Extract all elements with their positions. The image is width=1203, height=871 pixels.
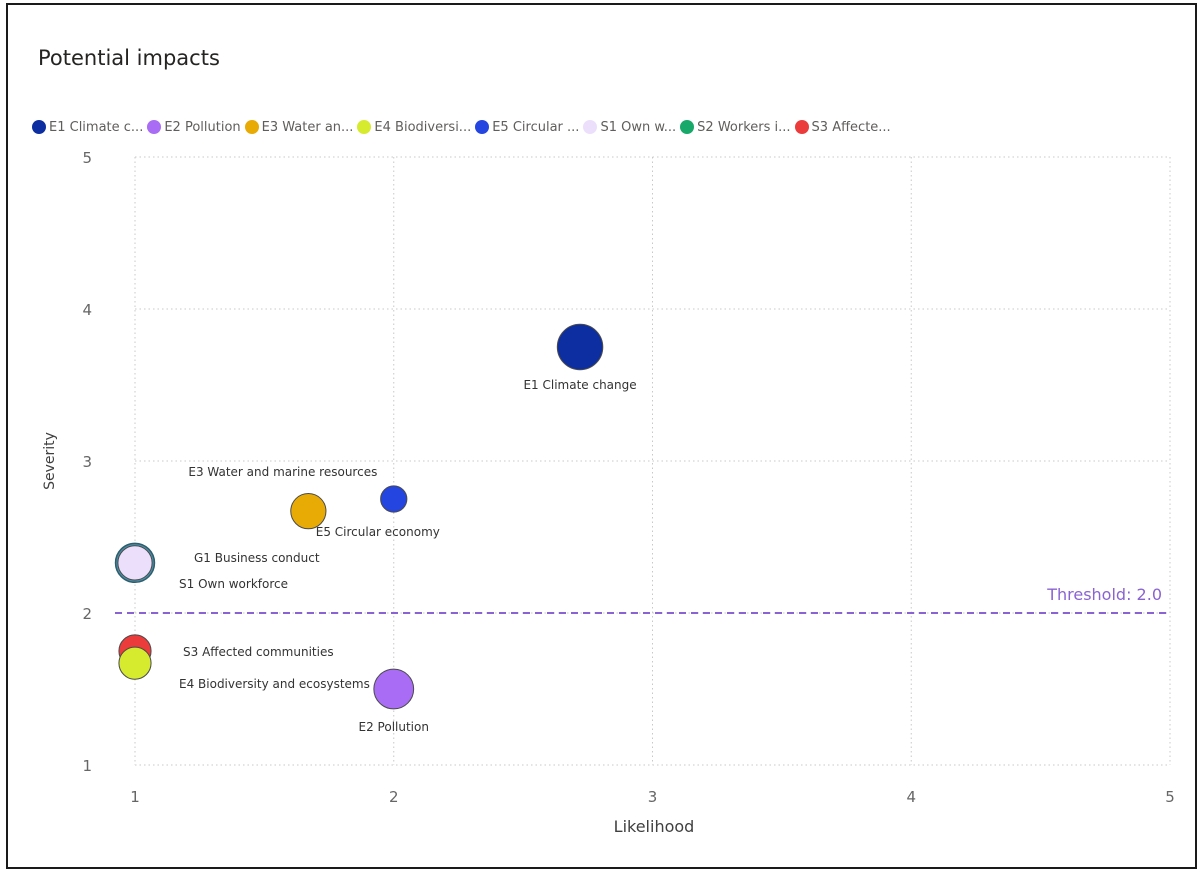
- bubble-e3[interactable]: [290, 493, 327, 530]
- bubbles: [114, 323, 604, 710]
- legend-item[interactable]: E5 Circular ...: [475, 120, 579, 135]
- legend-item[interactable]: S1 Own w...: [583, 120, 676, 135]
- x-tick-label: 2: [389, 788, 399, 806]
- legend-item[interactable]: E2 Pollution: [147, 119, 241, 135]
- legend-label: E3 Water an...: [261, 119, 354, 135]
- axis-ticks: 1 2 3 4 5 1 2 3 4 5: [82, 149, 1174, 806]
- threshold-label: Threshold: 2.0: [1046, 585, 1162, 604]
- bubble-e5[interactable]: [380, 485, 408, 513]
- x-tick-label: 4: [906, 788, 916, 806]
- bubble-e1[interactable]: [556, 323, 604, 371]
- x-tick-label: 3: [648, 788, 658, 806]
- bubble-label: E5 Circular economy: [316, 525, 440, 539]
- bubble-labels: E1 Climate change E5 Circular economy E3 W…: [179, 378, 637, 734]
- bubble-s1[interactable]: [117, 545, 153, 581]
- legend-marker: [357, 120, 372, 134]
- y-tick-label: 5: [82, 149, 92, 167]
- chart-frame: [6, 3, 1197, 869]
- legend-marker: [244, 120, 259, 134]
- bubble-label: S3 Affected communities: [183, 645, 334, 659]
- grid: [134, 156, 1171, 766]
- x-tick-label: 5: [1165, 788, 1175, 806]
- legend-label: S3 Affecte...: [811, 119, 891, 135]
- legend-label: E2 Pollution: [164, 119, 241, 135]
- x-axis-title: Likelihood: [614, 817, 695, 836]
- legend-item[interactable]: E1 Climate c...: [32, 120, 143, 135]
- bubble-label: E1 Climate change: [523, 378, 636, 392]
- bubble-e4[interactable]: [118, 646, 152, 680]
- legend-label: E4 Biodiversi...: [374, 119, 472, 135]
- y-tick-label: 3: [82, 453, 92, 471]
- legend-label: E1 Climate c...: [49, 119, 144, 135]
- bubble-label: E3 Water and marine resources: [188, 465, 377, 479]
- legend-marker: [680, 120, 695, 134]
- legend-label: S1 Own w...: [600, 119, 677, 135]
- chart-title: Potential impacts: [38, 46, 220, 70]
- chart-legend: E1 Climate c... E2 Pollution E3 Water an..…: [32, 117, 895, 137]
- legend-marker: [147, 120, 162, 134]
- bubble-e2[interactable]: [373, 668, 415, 710]
- legend-label: E5 Circular ...: [492, 119, 580, 135]
- y-tick-label: 2: [82, 605, 92, 623]
- bubble-label: E4 Biodiversity and ecosystems: [179, 677, 370, 691]
- legend-item[interactable]: S2 Workers i...: [680, 119, 791, 135]
- y-tick-label: 1: [82, 757, 92, 775]
- legend-item[interactable]: E4 Biodiversi...: [357, 120, 471, 135]
- legend-marker: [794, 120, 809, 134]
- legend-label: S2 Workers i...: [697, 119, 791, 135]
- legend-marker: [475, 120, 490, 134]
- legend-marker: [32, 120, 46, 134]
- y-axis-title: Severity: [42, 432, 58, 490]
- bubble-label: S1 Own workforce: [179, 577, 288, 591]
- legend-item[interactable]: S3 Affecte...: [794, 119, 891, 135]
- y-tick-label: 4: [82, 301, 92, 319]
- threshold: Threshold: 2.0: [115, 585, 1170, 614]
- legend-item[interactable]: E3 Water an...: [244, 119, 354, 135]
- bubble-label: G1 Business conduct: [194, 551, 320, 565]
- bubble-label: E2 Pollution: [359, 720, 429, 734]
- x-tick-label: 1: [130, 788, 140, 806]
- legend-marker: [583, 120, 598, 134]
